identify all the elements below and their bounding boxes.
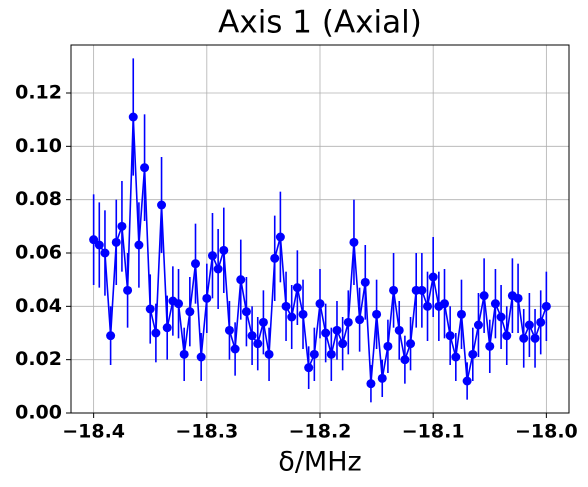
- data-point: [202, 293, 212, 303]
- data-point: [264, 349, 274, 359]
- y-tick-label: 0.08: [15, 188, 62, 210]
- data-point: [253, 339, 263, 349]
- data-point: [224, 325, 234, 335]
- data-point: [536, 317, 546, 327]
- data-point: [298, 309, 308, 319]
- data-point: [490, 299, 500, 309]
- data-point: [445, 331, 455, 341]
- data-point: [321, 328, 331, 338]
- data-point: [196, 352, 206, 362]
- data-point: [275, 232, 285, 242]
- data-point: [349, 237, 359, 247]
- y-tick-label: 0.06: [15, 242, 62, 264]
- data-point: [123, 285, 133, 295]
- data-point: [100, 248, 110, 258]
- data-point: [151, 328, 161, 338]
- data-point: [140, 163, 150, 173]
- data-point: [309, 349, 319, 359]
- data-point: [287, 312, 297, 322]
- data-point: [292, 283, 302, 293]
- x-axis-label: δ/MHz: [278, 447, 361, 478]
- data-point: [541, 301, 551, 311]
- x-tick-label: −18.3: [175, 421, 238, 443]
- data-point: [213, 264, 223, 274]
- x-tick-label: −18.1: [402, 421, 465, 443]
- data-point: [513, 293, 523, 303]
- chart-title: Axis 1 (Axial): [218, 5, 422, 41]
- data-point: [473, 320, 483, 330]
- data-point: [174, 299, 184, 309]
- data-point: [530, 333, 540, 343]
- y-tick-label: 0.12: [15, 82, 62, 104]
- data-point: [241, 307, 251, 317]
- x-tick-label: −18.4: [62, 421, 125, 443]
- data-point: [383, 341, 393, 351]
- data-point: [117, 221, 127, 231]
- data-point: [372, 309, 382, 319]
- data-point: [89, 235, 99, 245]
- data-point: [440, 299, 449, 309]
- data-point: [338, 339, 348, 349]
- data-point: [106, 331, 116, 341]
- data-point: [366, 379, 376, 389]
- data-point: [502, 331, 512, 341]
- data-point: [247, 331, 257, 341]
- data-point: [462, 376, 472, 386]
- plot-frame: [70, 44, 570, 414]
- x-tick-label: −18.0: [515, 421, 578, 443]
- data-point: [270, 253, 280, 263]
- y-tick-label: 0.10: [15, 135, 62, 157]
- data-point: [230, 344, 240, 354]
- data-point: [219, 245, 229, 255]
- data-point: [394, 325, 404, 335]
- data-point: [468, 349, 478, 359]
- y-tick-label: 0.02: [15, 348, 62, 370]
- data-point: [315, 299, 325, 309]
- data-point: [304, 363, 314, 373]
- data-point: [185, 307, 195, 317]
- data-point: [377, 373, 387, 383]
- data-point: [207, 251, 217, 261]
- data-point: [355, 315, 365, 325]
- data-point: [236, 275, 246, 285]
- data-point: [524, 320, 534, 330]
- data-point: [343, 317, 353, 327]
- data-point: [162, 323, 172, 333]
- y-tick-label: 0.04: [15, 295, 62, 317]
- data-point: [134, 240, 144, 250]
- data-point: [94, 240, 104, 250]
- data-point: [479, 291, 489, 301]
- data-point: [332, 325, 342, 335]
- data-point: [128, 112, 138, 122]
- data-point: [456, 309, 466, 319]
- x-tick-label: −18.2: [289, 421, 352, 443]
- data-point: [406, 339, 416, 349]
- data-point: [519, 333, 529, 343]
- y-tick-label: 0.00: [15, 402, 62, 424]
- data-point: [157, 200, 167, 210]
- data-point: [400, 355, 410, 365]
- data-point: [281, 301, 291, 311]
- data-point: [423, 301, 433, 311]
- data-point: [496, 312, 506, 322]
- data-point: [258, 317, 268, 327]
- data-point: [191, 259, 200, 269]
- data-point: [179, 349, 189, 359]
- data-point: [145, 304, 155, 314]
- data-point: [389, 285, 399, 295]
- data-point: [326, 349, 336, 359]
- data-point: [360, 277, 370, 287]
- data-point: [485, 341, 495, 351]
- data-point: [111, 237, 121, 247]
- data-point: [451, 352, 461, 362]
- data-point: [417, 285, 427, 295]
- data-point: [428, 272, 438, 282]
